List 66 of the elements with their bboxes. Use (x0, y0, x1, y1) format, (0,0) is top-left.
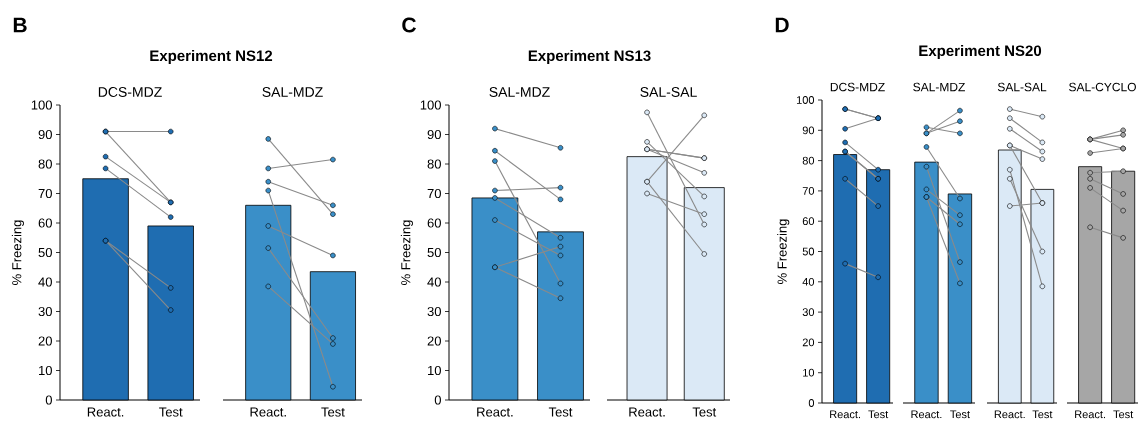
chart-subtitle: SAL-SAL (640, 87, 697, 98)
x-tick-label: Test (692, 407, 717, 417)
x-tick-label: React. (87, 407, 124, 417)
chart-subtitle: SAL-CYCLO (1069, 82, 1136, 92)
x-tick-label: React. (994, 410, 1025, 419)
y-tick-label: 20 (427, 336, 441, 346)
x-tick-label: React. (477, 407, 513, 417)
y-axis-title: % Freezing (777, 219, 790, 285)
x-tick-label: Test (1032, 410, 1053, 419)
x-tick-label: Test (321, 407, 345, 417)
y-tick-label: 40 (427, 277, 441, 287)
y-tick-label: 20 (802, 338, 815, 347)
chart-subtitle: SAL-MDZ (913, 82, 965, 92)
y-tick-label: 40 (38, 277, 52, 287)
x-tick-label: React. (250, 407, 286, 417)
y-tick-label: 100 (420, 100, 441, 110)
y-tick-label: 20 (38, 336, 52, 346)
x-tick-label: React. (629, 407, 665, 417)
x-tick-label: Test (548, 407, 573, 417)
x-tick-label: Test (868, 410, 889, 419)
y-tick-label: 60 (38, 218, 52, 228)
text: B (13, 18, 27, 33)
y-tick-label: 50 (38, 248, 52, 258)
chart-subtitle: DCS-MDZ (98, 87, 162, 98)
chart-subtitle: SAL-MDZ (489, 87, 550, 98)
y-tick-label: 80 (38, 159, 52, 169)
y-tick-label: 30 (38, 307, 52, 317)
y-tick-label: 60 (427, 218, 441, 228)
chart-subtitle: DCS-MDZ (830, 82, 885, 92)
chart-title: Experiment NS12 (150, 50, 273, 65)
x-tick-label: Test (1113, 410, 1134, 419)
x-tick-label: React. (1075, 410, 1106, 419)
x-tick-label: Test (950, 410, 970, 419)
y-tick-label: 50 (802, 247, 815, 256)
y-tick-label: 100 (31, 100, 52, 110)
y-tick-label: 10 (803, 369, 815, 377)
y-tick-label: 0 (45, 395, 52, 405)
y-tick-label: 70 (802, 187, 815, 196)
y-tick-label: 40 (802, 278, 815, 286)
chart-subtitle: SAL-SAL (997, 82, 1047, 92)
y-tick-label: 60 (802, 217, 815, 226)
x-tick-label: React. (830, 410, 861, 419)
y-tick-label: 90 (802, 126, 815, 135)
text: C (402, 17, 417, 33)
y-tick-label: 30 (427, 307, 441, 317)
chart-title: Experiment NS13 (528, 50, 651, 65)
y-tick-label: 50 (427, 248, 441, 258)
chart-title: Experiment NS20 (919, 45, 1042, 60)
y-tick-label: 100 (796, 96, 815, 105)
y-tick-label: 0 (434, 395, 441, 405)
y-tick-label: 30 (802, 308, 815, 317)
y-axis-title: % Freezing (400, 220, 413, 286)
y-tick-label: 10 (39, 366, 52, 376)
y-tick-label: 90 (38, 130, 52, 140)
y-tick-label: 10 (428, 366, 441, 376)
y-tick-label: 80 (802, 156, 815, 165)
y-tick-label: 70 (38, 189, 52, 199)
chart-subtitle: SAL-MDZ (262, 87, 323, 98)
text: D (775, 18, 789, 33)
x-tick-label: React. (911, 410, 942, 419)
y-axis-title: % Freezing (11, 220, 24, 286)
y-tick-label: 0 (808, 399, 815, 408)
x-tick-label: Test (159, 407, 183, 417)
y-tick-label: 90 (427, 130, 441, 140)
y-tick-label: 80 (427, 159, 441, 169)
y-tick-label: 70 (427, 189, 441, 199)
